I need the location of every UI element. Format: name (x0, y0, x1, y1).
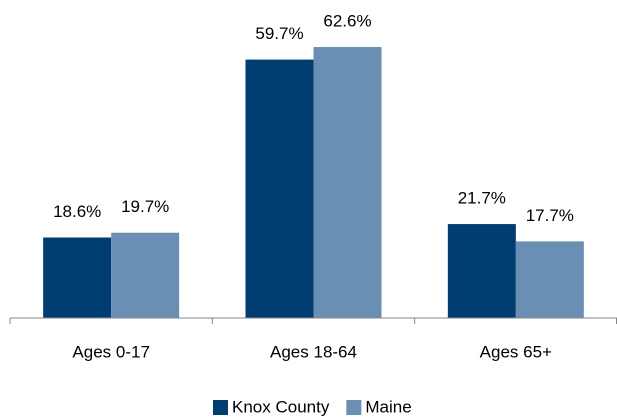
bar (111, 232, 180, 318)
x-tick-label: Ages 0-17 (72, 342, 150, 361)
data-label: 59.7% (255, 24, 303, 43)
legend-label: Knox County (232, 397, 330, 416)
data-label: 19.7% (121, 197, 169, 216)
data-label: 18.6% (53, 202, 101, 221)
bar (447, 224, 516, 318)
legend-swatch (213, 400, 228, 415)
data-label: 62.6% (323, 12, 371, 31)
x-tick-label: Ages 65+ (480, 342, 552, 361)
bar (43, 237, 112, 318)
data-label: 21.7% (458, 189, 506, 208)
legend-label: Maine (365, 397, 411, 416)
data-label: 17.7% (526, 206, 574, 225)
legend-swatch (346, 400, 362, 415)
bar (515, 241, 584, 318)
x-tick-label: Ages 18-64 (270, 342, 357, 361)
bar (313, 47, 382, 318)
bar (245, 59, 314, 318)
